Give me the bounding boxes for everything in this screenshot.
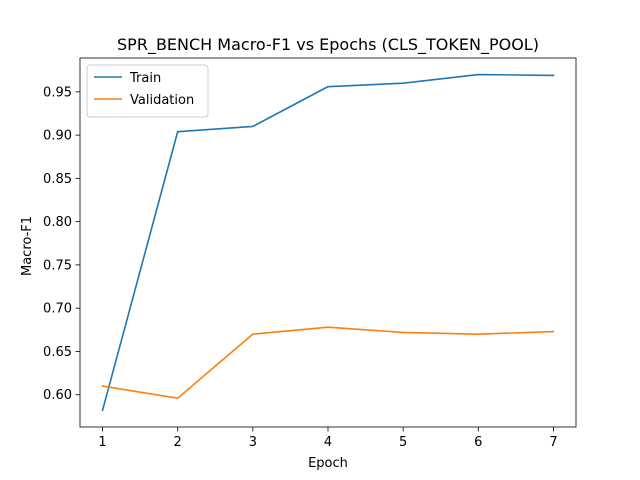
legend: Train Validation: [86, 64, 209, 118]
y-tick-label: 0.80: [43, 215, 72, 230]
y-tick-label: 0.95: [43, 85, 72, 100]
legend-label-train: Train: [129, 71, 161, 86]
y-tick-label: 0.65: [43, 345, 72, 360]
legend-box: [86, 64, 209, 118]
x-tick-label: 2: [174, 435, 182, 450]
y-tick-label: 0.75: [43, 258, 72, 273]
y-axis-label: Macro-F1: [20, 216, 35, 276]
y-tick-label: 0.70: [43, 302, 72, 317]
x-axis-label: Epoch: [308, 456, 348, 471]
x-tick-label: 1: [98, 435, 106, 450]
x-tick-label: 3: [249, 435, 257, 450]
x-tick-label: 6: [474, 435, 482, 450]
axes: 1 2 3 4 5 6 7 0.60 0.65 0.70 0.75 0.80 0.85 0.90 0.95: [43, 57, 577, 450]
x-tick-label: 7: [549, 435, 557, 450]
chart-title: SPR_BENCH Macro-F1 vs Epochs (CLS_TOKEN_…: [117, 35, 539, 55]
y-tick-label: 0.90: [43, 129, 72, 144]
plot-area: [101, 73, 555, 412]
x-tick-label: 5: [399, 435, 407, 450]
y-tick-label: 0.60: [43, 388, 72, 403]
y-tick-label: 0.85: [43, 172, 72, 187]
x-tick-label: 4: [324, 435, 332, 450]
legend-label-validation: Validation: [130, 93, 194, 108]
